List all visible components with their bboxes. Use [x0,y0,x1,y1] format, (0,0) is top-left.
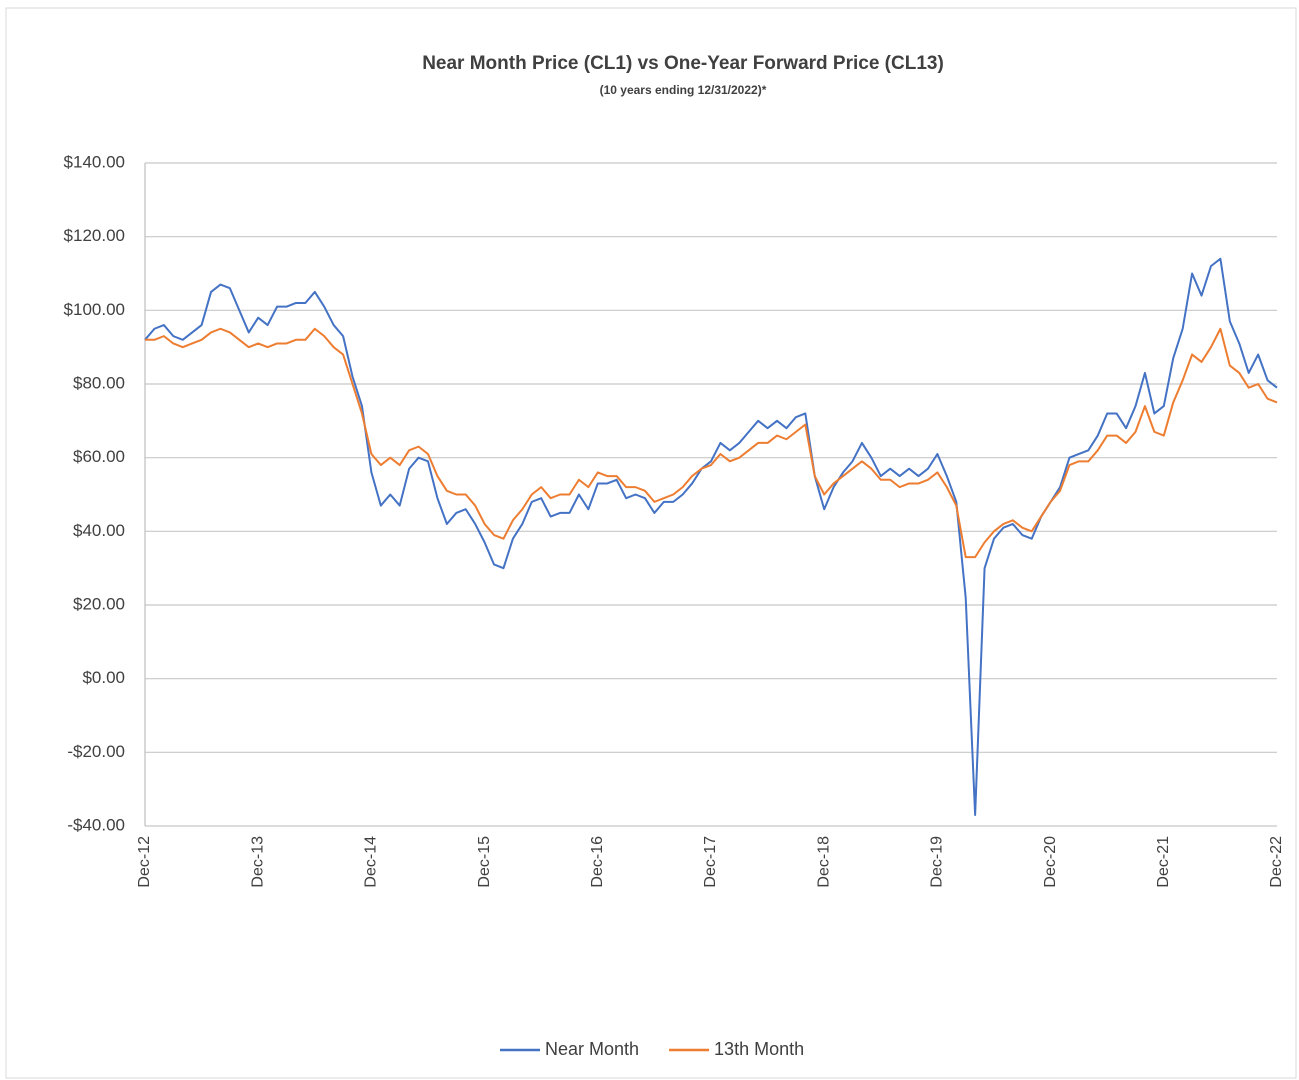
y-tick-label: $100.00 [64,300,125,319]
y-tick-label: $60.00 [73,447,125,466]
y-tick-label: -$20.00 [67,742,125,761]
y-tick-label: $120.00 [64,226,125,245]
x-tick-label: Dec-22 [1268,836,1285,888]
series-line [144,257,1278,816]
x-tick-label: Dec-14 [363,836,380,888]
chart-title: Near Month Price (CL1) vs One-Year Forwa… [422,53,944,74]
legend-label: 13th Month [714,1039,804,1059]
x-tick-label: Dec-17 [702,836,719,888]
x-tick-label: Dec-21 [1155,836,1172,888]
y-tick-label: -$40.00 [67,815,125,834]
y-tick-label: $80.00 [73,373,125,392]
x-tick-label: Dec-15 [476,836,493,888]
y-tick-label: $0.00 [82,668,125,687]
chart-frame [5,7,1297,1079]
x-tick-label: Dec-13 [249,836,266,888]
x-tick-label: Dec-18 [815,836,832,888]
x-tick-label: Dec-12 [136,836,153,888]
x-tick-label: Dec-20 [1042,836,1059,888]
x-tick-label: Dec-16 [589,836,606,888]
chart-subtitle: (10 years ending 12/31/2022)* [600,83,767,97]
y-tick-label: $20.00 [73,594,125,613]
legend-label: Near Month [545,1039,639,1059]
y-tick-label: $140.00 [64,152,125,171]
x-tick-label: Dec-19 [929,836,946,888]
series-line [145,327,1278,559]
y-tick-label: $40.00 [73,521,125,540]
